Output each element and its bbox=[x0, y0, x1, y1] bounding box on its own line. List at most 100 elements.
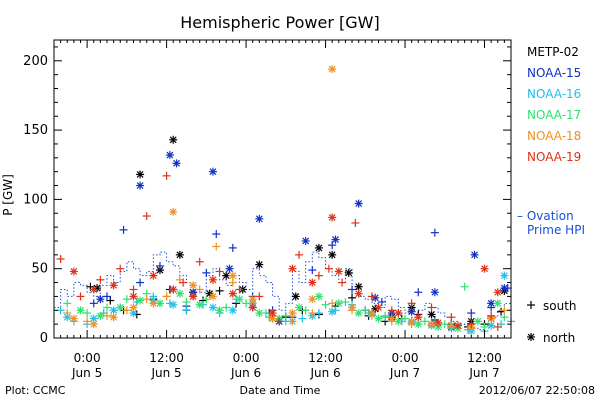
x-tick-date-4: Jun 7 bbox=[389, 366, 420, 380]
x-tick-date-2: Jun 6 bbox=[230, 366, 261, 380]
x-tick-time-2: 0:00 bbox=[233, 351, 260, 365]
legend-entry-noaa-16: NOAA-16 bbox=[527, 87, 581, 101]
x-tick-time-3: 12:00 bbox=[308, 351, 343, 365]
north-marker-noaa-15-15-d bbox=[431, 288, 439, 296]
north-marker-noaa-17-3 bbox=[136, 296, 145, 305]
x-tick-time-5: 12:00 bbox=[467, 351, 502, 365]
legend-north-symbol-d bbox=[527, 333, 535, 341]
north-marker-noaa-15-10 bbox=[331, 235, 340, 244]
north-marker-noaa-18-0 bbox=[69, 314, 78, 323]
legend-north-symbol bbox=[527, 333, 535, 341]
y-axis: 0 50 100 150 200 bbox=[23, 46, 511, 346]
south-marker-noaa-18-5 bbox=[162, 292, 171, 301]
north-marker-noaa-19-10 bbox=[268, 309, 277, 318]
south-marker-noaa-15-9 bbox=[228, 243, 237, 252]
plot-frame bbox=[53, 39, 512, 339]
ovation-hpi-line bbox=[54, 251, 512, 331]
legend-ovation-line2: Prime HPI bbox=[527, 223, 585, 237]
north-marker-noaa-19-11 bbox=[288, 264, 297, 273]
north-marker-noaa-15-12-d bbox=[371, 294, 379, 302]
north-marker-noaa-19-18-d bbox=[414, 313, 422, 321]
north-marker-noaa-17-21-d bbox=[494, 299, 502, 307]
y-tick-label-50: 50 bbox=[31, 262, 48, 277]
north-marker-noaa-17-6 bbox=[195, 300, 204, 309]
south-marker-noaa-15-14 bbox=[328, 241, 337, 250]
north-marker-noaa-19-8-d bbox=[229, 290, 237, 298]
north-marker-noaa-19-8 bbox=[228, 289, 237, 298]
north-marker-noaa-16-7-d bbox=[209, 304, 217, 311]
north-marker-metp-02-12-d bbox=[315, 244, 323, 252]
north-marker-metp-02-1 bbox=[136, 170, 145, 179]
north-marker-metp-02-4-d bbox=[176, 251, 184, 259]
north-marker-noaa-16-13-d bbox=[328, 308, 336, 316]
north-marker-metp-02-15-d bbox=[355, 283, 363, 291]
north-marker-noaa-18-5 bbox=[169, 207, 178, 216]
plot-timestamp: 2012/06/07 22:50:08 bbox=[479, 384, 595, 397]
y-axis-label: P [GW] bbox=[1, 174, 15, 216]
north-marker-metp-02-3-d bbox=[156, 266, 164, 274]
north-marker-noaa-15-5-d bbox=[209, 168, 217, 176]
south-marker-noaa-19-23 bbox=[467, 320, 476, 329]
north-marker-noaa-17-2 bbox=[116, 303, 125, 312]
south-marker-noaa-17-12 bbox=[301, 306, 310, 315]
north-marker-noaa-16-7 bbox=[208, 303, 217, 312]
north-marker-noaa-15-18-d bbox=[487, 299, 495, 307]
north-marker-metp-02-15 bbox=[354, 282, 363, 291]
legend-entry-noaa-19: NOAA-19 bbox=[527, 150, 581, 164]
north-marker-noaa-17-13 bbox=[334, 299, 343, 308]
legend-entry-noaa-18: NOAA-18 bbox=[527, 129, 581, 143]
south-marker-noaa-19-5 bbox=[142, 212, 151, 221]
legend-south-symbol bbox=[527, 301, 535, 309]
south-marker-noaa-15-22 bbox=[467, 309, 476, 318]
north-marker-noaa-17-2-d bbox=[116, 304, 124, 311]
north-marker-metp-02-4 bbox=[175, 250, 184, 259]
south-marker-noaa-15-8 bbox=[212, 230, 221, 239]
south-marker-metp-02-1 bbox=[106, 296, 115, 305]
north-marker-noaa-19-17-d bbox=[394, 309, 402, 317]
north-marker-noaa-15-1-d bbox=[136, 182, 144, 189]
ovation-hpi-line-group bbox=[54, 251, 512, 331]
north-marker-metp-02-9-d bbox=[255, 261, 263, 268]
north-marker-noaa-19-17 bbox=[394, 309, 403, 318]
legend-entry-metp-02: METP-02 bbox=[527, 45, 579, 59]
north-marker-noaa-18-10 bbox=[268, 314, 277, 323]
north-marker-noaa-15-7-d bbox=[255, 215, 263, 223]
south-marker-noaa-18-1 bbox=[83, 317, 92, 326]
south-marker-noaa-19-18 bbox=[367, 292, 376, 301]
north-marker-noaa-16-8 bbox=[228, 306, 237, 315]
north-marker-noaa-15-9-d bbox=[302, 237, 310, 245]
x-tick-date-1: Jun 5 bbox=[150, 366, 181, 380]
south-marker-noaa-19-25 bbox=[493, 322, 502, 331]
x-tick-date-3: Jun 6 bbox=[309, 366, 340, 380]
south-marker-noaa-19-10 bbox=[235, 285, 244, 294]
north-marker-noaa-17-4-d bbox=[156, 299, 164, 307]
north-marker-noaa-19-19-d bbox=[434, 319, 442, 327]
north-marker-metp-02-19-d bbox=[428, 311, 435, 318]
south-marker-noaa-19-24 bbox=[487, 311, 496, 320]
legend-north-label: north bbox=[543, 331, 575, 345]
south-marker-noaa-17-7 bbox=[202, 295, 211, 304]
north-marker-noaa-15-10-d bbox=[332, 236, 339, 244]
south-marker-noaa-18-7 bbox=[195, 285, 204, 294]
south-marker-noaa-18-4 bbox=[142, 295, 151, 304]
north-marker-noaa-19-14 bbox=[334, 267, 343, 276]
north-marker-noaa-19-4-d bbox=[149, 272, 157, 280]
north-marker-noaa-18-9 bbox=[248, 295, 257, 304]
x-tick-time-0: 0:00 bbox=[74, 351, 101, 365]
north-marker-noaa-19-3 bbox=[129, 292, 138, 301]
north-marker-noaa-19-22 bbox=[493, 288, 502, 297]
north-marker-noaa-19-15 bbox=[354, 289, 363, 298]
legend-south-label: south bbox=[543, 299, 577, 313]
north-marker-noaa-15-9 bbox=[301, 236, 310, 245]
north-marker-noaa-16-22-d bbox=[500, 272, 508, 280]
north-marker-noaa-19-0 bbox=[69, 267, 78, 276]
south-marker-noaa-19-22 bbox=[447, 313, 456, 322]
north-marker-noaa-15-7 bbox=[255, 214, 264, 223]
y-tick-label-150: 150 bbox=[23, 123, 48, 138]
north-marker-metp-02-14-d bbox=[345, 269, 353, 277]
north-marker-noaa-18-2 bbox=[109, 313, 118, 322]
north-marker-noaa-19-1 bbox=[89, 285, 98, 294]
north-marker-noaa-16-21 bbox=[487, 321, 496, 330]
